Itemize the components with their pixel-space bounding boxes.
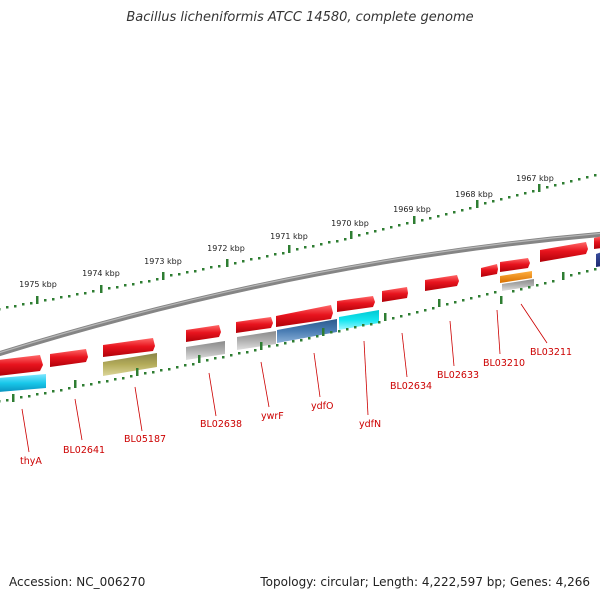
gene-arrow xyxy=(103,338,155,357)
gene-arrow xyxy=(481,264,498,277)
kbp-label-1974: 1974 kbp xyxy=(82,269,120,278)
gene-arrow xyxy=(50,349,88,367)
gene-feature-olive xyxy=(103,353,157,376)
accession-text: Accession: NC_006270 xyxy=(9,575,146,589)
kbp-label-1971: 1971 kbp xyxy=(270,232,308,241)
gene-label-BL03210: BL03210 xyxy=(483,358,525,369)
gene-feature-orange xyxy=(500,271,532,283)
gene-feature-cyan xyxy=(0,374,46,392)
gene-feature-gray xyxy=(502,279,534,291)
gene-arrow xyxy=(500,258,530,272)
inner-scale-track xyxy=(0,268,597,403)
gene-arrow xyxy=(276,305,333,327)
kbp-label-1972: 1972 kbp xyxy=(207,244,245,253)
gene-arrow xyxy=(236,317,273,333)
gene-label-thyA: thyA xyxy=(20,456,42,467)
kbp-label-1970: 1970 kbp xyxy=(331,219,369,228)
gene-feature-gray xyxy=(237,331,276,350)
gene-label-BL02633: BL02633 xyxy=(437,370,479,381)
gene-label-BL02634: BL02634 xyxy=(390,381,432,392)
gene-label-BL02641: BL02641 xyxy=(63,445,105,456)
genome-backbone-highlight xyxy=(0,232,600,354)
genome-backbone xyxy=(0,231,600,357)
gene-label-BL02638: BL02638 xyxy=(200,419,242,430)
kbp-label-1969: 1969 kbp xyxy=(393,205,431,214)
gene-arrow xyxy=(425,275,459,291)
gene-arrow xyxy=(0,355,43,376)
gene-feature-aqua xyxy=(339,310,379,330)
kbp-label-1968: 1968 kbp xyxy=(455,190,493,199)
topology-text: Topology: circular; Length: 4,222,597 bp… xyxy=(260,575,590,589)
gene-arrow xyxy=(186,325,221,342)
kbp-label-1973: 1973 kbp xyxy=(144,257,182,266)
forward-strand-genes xyxy=(0,236,600,376)
gene-arrow xyxy=(540,242,588,262)
gene-label-ydfN: ydfN xyxy=(359,419,381,430)
map-title: Bacillus licheniformis ATCC 14580, compl… xyxy=(126,10,474,25)
gene-label-BL03211: BL03211 xyxy=(530,347,572,358)
label-leaders xyxy=(21,303,548,453)
gene-label-ywrF: ywrF xyxy=(261,411,284,422)
kbp-label-1967: 1967 kbp xyxy=(516,174,554,183)
gene-feature-navy xyxy=(596,252,600,267)
gene-arrow xyxy=(337,296,375,312)
gene-feature-gray xyxy=(186,341,225,360)
gene-arrow xyxy=(594,236,600,249)
gene-arrow xyxy=(382,287,408,302)
outer-scale-track xyxy=(0,174,597,311)
gene-label-BL05187: BL05187 xyxy=(124,434,166,445)
reverse-strand-genes xyxy=(0,252,600,392)
kbp-label-1975: 1975 kbp xyxy=(19,280,57,289)
gene-label-ydfO: ydfO xyxy=(311,401,333,412)
gene-feature-steel xyxy=(277,319,337,343)
